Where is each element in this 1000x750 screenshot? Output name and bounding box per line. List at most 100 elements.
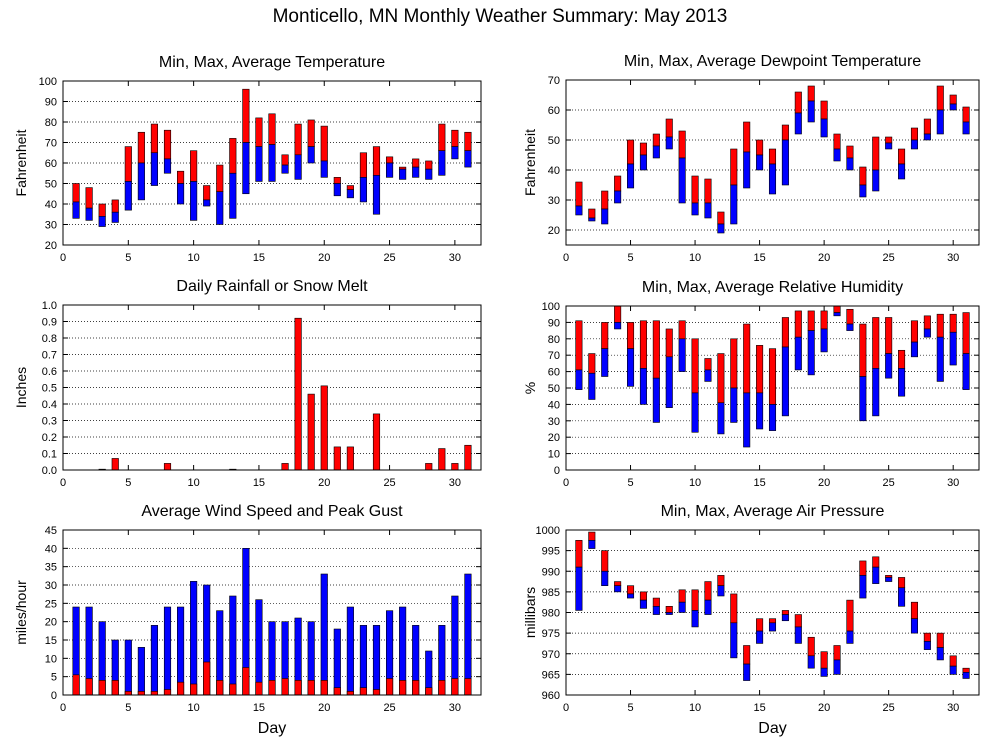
bar-min-segment	[294, 154, 302, 180]
y-tick-label: 0.9	[42, 317, 57, 329]
chart-title: Min, Max, Average Temperature	[159, 54, 385, 71]
bar-min-segment	[859, 575, 867, 599]
x-tick-label: 0	[563, 702, 569, 714]
bar-min-segment	[717, 585, 725, 597]
bar-max-segment	[794, 614, 802, 628]
bar-min-segment	[425, 168, 433, 180]
bar-min-segment	[794, 336, 802, 371]
bar-min-segment	[399, 168, 407, 180]
bar-max-segment	[872, 556, 880, 568]
x-tick-label: 0	[563, 252, 569, 264]
bar-min-segment	[575, 566, 583, 611]
y-tick-label: 5	[51, 672, 57, 684]
bar-min-segment	[412, 166, 420, 178]
bar-max-segment	[833, 645, 841, 661]
y-tick-label: 80	[548, 334, 560, 346]
bar-min-segment	[949, 103, 957, 111]
x-tick-label: 15	[753, 252, 765, 264]
bar-min-segment	[333, 183, 341, 197]
bar-min-segment	[833, 148, 841, 162]
bar-min-segment	[885, 142, 893, 150]
x-tick-label: 0	[60, 252, 66, 264]
y-tick-label: 35	[45, 562, 57, 574]
bar-min-segment	[898, 587, 906, 607]
x-tick-label: 25	[383, 252, 395, 264]
bar-min-segment	[372, 175, 381, 215]
bar-min-segment	[691, 610, 699, 628]
y-tick-label: 30	[45, 220, 57, 232]
bar-min-segment	[743, 392, 751, 448]
y-tick-label: 40	[45, 543, 57, 555]
y-tick-label: 0.3	[42, 416, 57, 428]
bar-min-segment	[639, 599, 647, 609]
y-tick-label: 30	[548, 195, 560, 207]
bar-min-segment	[859, 184, 867, 198]
y-axis-label: Inches	[13, 367, 29, 408]
bar-min-segment	[936, 647, 944, 661]
bar-min-segment	[691, 392, 699, 433]
bar-min-segment	[833, 312, 841, 317]
bar-max-segment	[846, 599, 854, 632]
bar-min-segment	[163, 158, 172, 174]
bar-max-segment	[588, 531, 596, 541]
y-tick-label: 50	[548, 135, 560, 147]
x-tick-label: 15	[753, 477, 765, 489]
bar-min-segment	[898, 163, 906, 180]
bar-min-segment	[962, 353, 970, 390]
y-tick-label: 20	[45, 617, 57, 629]
y-tick-label: 100	[39, 76, 57, 88]
y-tick-label: 60	[548, 367, 560, 379]
bar-max-segment	[962, 667, 970, 673]
y-tick-label: 45	[45, 525, 57, 537]
bar-max-segment	[704, 581, 712, 601]
y-tick-label: 0.5	[42, 383, 57, 395]
bar-min-segment	[923, 133, 931, 141]
bar-min-segment	[807, 655, 815, 669]
bar-min-segment	[216, 191, 224, 225]
plot-frame	[62, 304, 482, 471]
bar-max-segment	[898, 577, 906, 589]
y-tick-label: 970	[542, 649, 560, 661]
x-tick-label: 0	[563, 477, 569, 489]
bar-max-segment	[756, 618, 764, 632]
bar-min-segment	[242, 142, 250, 195]
bar-min-segment	[385, 162, 394, 178]
bar-min-segment	[781, 346, 789, 417]
chart-title: Min, Max, Average Dewpoint Temperature	[624, 53, 921, 70]
y-tick-label: 0.2	[42, 432, 57, 444]
y-tick-label: 0.0	[42, 465, 57, 477]
y-tick-label: 25	[45, 598, 57, 610]
bar-min-segment	[872, 169, 880, 192]
bar-max-segment	[923, 632, 931, 642]
bar-min-segment	[898, 368, 906, 397]
bar-min-segment	[601, 570, 609, 586]
x-tick-label: 10	[188, 252, 200, 264]
bar-min-segment	[846, 157, 854, 171]
bar-min-segment	[627, 593, 635, 599]
bar-min-segment	[717, 223, 725, 234]
bar-min-segment	[614, 585, 622, 593]
x-tick-label: 5	[627, 477, 633, 489]
bar-min-segment	[255, 146, 263, 182]
y-tick-label: 0.8	[42, 333, 57, 345]
bar-max-segment	[743, 645, 751, 665]
bar-min-segment	[614, 322, 622, 330]
bar-max-segment	[936, 632, 944, 648]
plot-frame	[565, 529, 980, 696]
bar-min-segment	[872, 368, 880, 417]
bar-min-segment	[846, 630, 854, 644]
plot-frame	[62, 529, 482, 696]
bar-min-segment	[111, 211, 119, 223]
bar-min-segment	[717, 402, 725, 435]
y-tick-label: 70	[548, 350, 560, 362]
y-tick-label: 40	[548, 165, 560, 177]
bar-min-segment	[575, 205, 583, 216]
bar-min-segment	[124, 181, 132, 211]
y-tick-label: 20	[45, 240, 57, 252]
bar-max-segment	[691, 589, 699, 611]
y-tick-label: 980	[542, 608, 560, 620]
bar-min-segment	[962, 121, 970, 135]
bar-min-segment	[704, 202, 712, 219]
